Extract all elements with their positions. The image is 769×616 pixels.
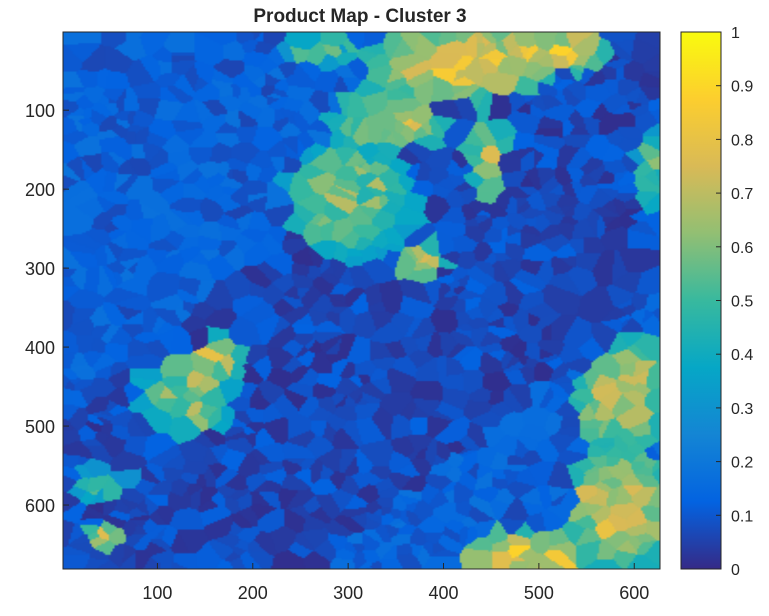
- colorbar-fill: [681, 32, 721, 569]
- y-tick-label: 500: [25, 417, 55, 437]
- heatmap-image: [63, 32, 660, 569]
- colorbar-ticks: 0 0.1 0.2 0.3 0.4 0.5 0.6 0.7 0.8 0.9 1: [716, 25, 753, 579]
- y-axis: 100 200 300 400 500 600: [25, 101, 69, 516]
- x-tick-label: 600: [619, 583, 649, 603]
- colorbar-tick-label: 0.8: [731, 132, 753, 149]
- x-tick-label: 300: [333, 583, 363, 603]
- y-tick-label: 300: [25, 259, 55, 279]
- plot-area: [62, 31, 661, 570]
- colorbar-tick-label: 0.2: [731, 455, 753, 472]
- x-tick-label: 400: [428, 583, 458, 603]
- chart-title: Product Map - Cluster 3: [253, 6, 466, 27]
- y-tick-label: 200: [25, 180, 55, 200]
- plot-frame: [62, 31, 661, 570]
- colorbar: 0 0.1 0.2 0.3 0.4 0.5 0.6 0.7 0.8 0.9 1: [680, 25, 753, 579]
- colorbar-tick-label: 0.5: [731, 294, 753, 311]
- colorbar-tick-label: 0.7: [731, 186, 753, 203]
- colorbar-tick-label: 0.4: [731, 347, 753, 364]
- colorbar-tick-label: 0: [731, 562, 740, 579]
- x-tick-label: 100: [142, 583, 172, 603]
- x-axis: 100 200 300 400 500 600: [142, 563, 649, 603]
- colorbar-tick-label: 0.6: [731, 240, 753, 257]
- colorbar-tick-label: 0.9: [731, 79, 753, 96]
- y-tick-label: 400: [25, 338, 55, 358]
- x-tick-label: 500: [524, 583, 554, 603]
- colorbar-tick-label: 0.1: [731, 508, 753, 525]
- x-tick-label: 200: [238, 583, 268, 603]
- y-tick-label: 100: [25, 101, 55, 121]
- colorbar-tick-label: 1: [731, 25, 740, 42]
- colorbar-tick-label: 0.3: [731, 401, 753, 418]
- y-tick-label: 600: [25, 496, 55, 516]
